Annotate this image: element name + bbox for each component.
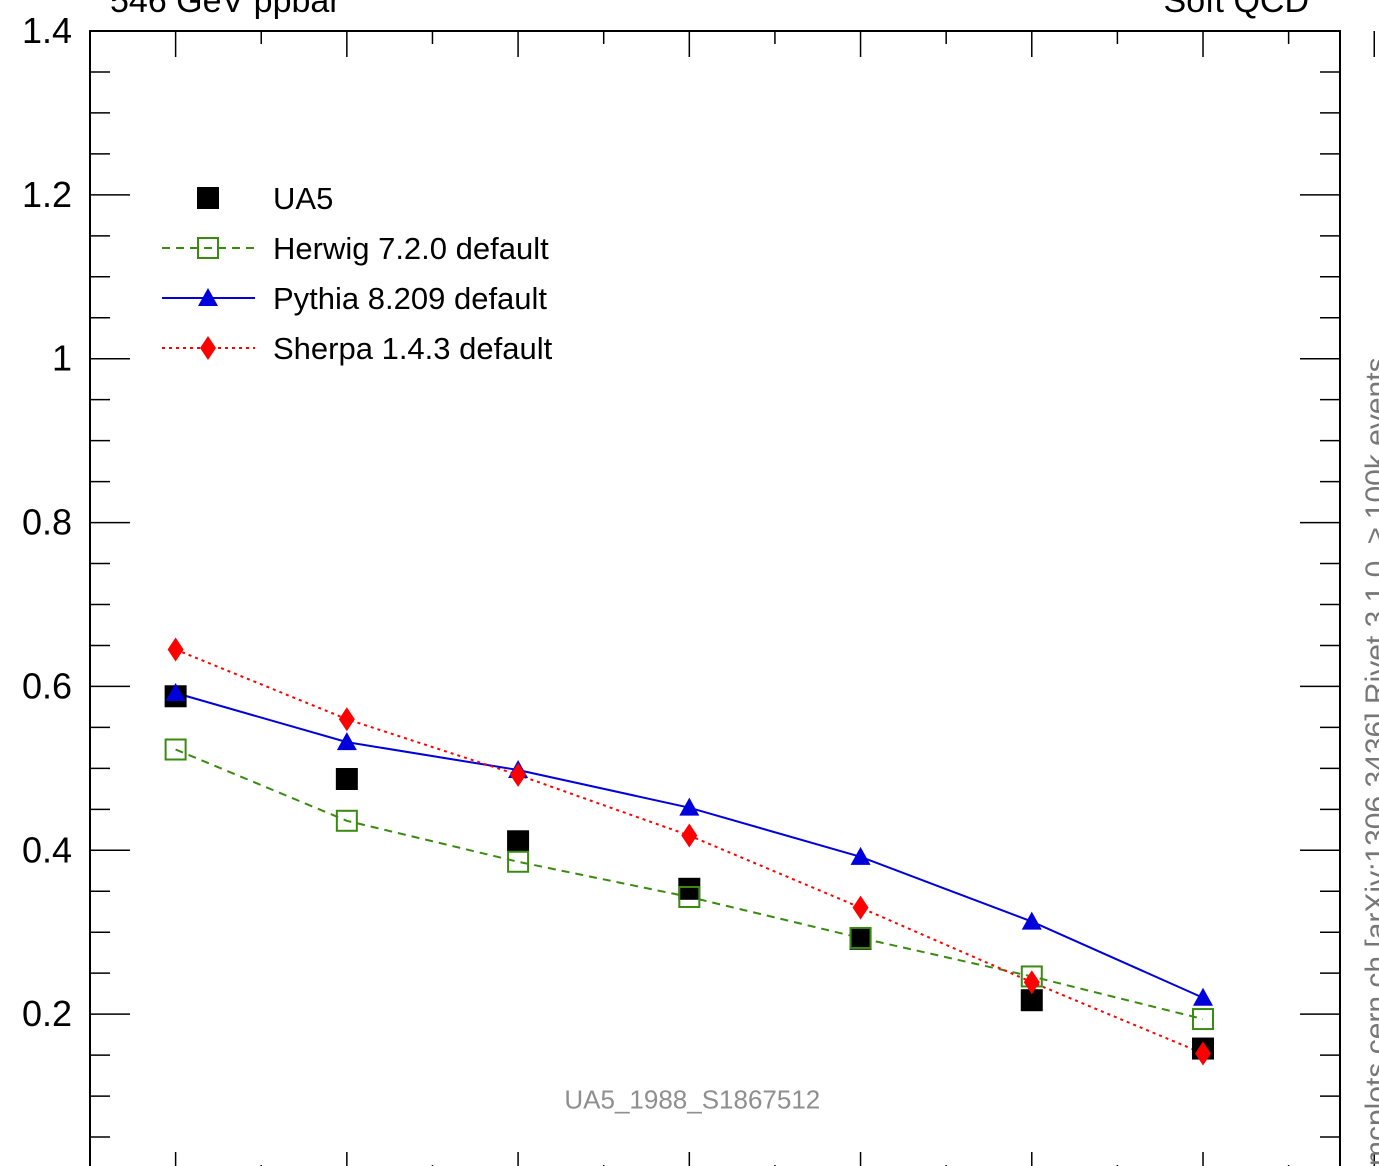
legend-marker-ua5 bbox=[197, 187, 219, 209]
ua5-point bbox=[335, 768, 358, 791]
ua5-point bbox=[1020, 989, 1043, 1012]
analysis-id-label: UA5_1988_S1867512 bbox=[564, 1084, 820, 1114]
herwig-point bbox=[1192, 1008, 1215, 1031]
y-tick-label: 0.4 bbox=[22, 829, 72, 870]
y-tick-label: 1.4 bbox=[22, 10, 72, 51]
herwig-point bbox=[507, 850, 530, 873]
herwig-point bbox=[849, 926, 872, 949]
sherpa-point bbox=[510, 762, 527, 787]
herwig-point bbox=[335, 809, 358, 832]
pythia-point bbox=[850, 846, 871, 865]
category-label: Soft QCD bbox=[1163, 0, 1309, 20]
legend-label-pythia: Pythia 8.209 default bbox=[273, 281, 547, 316]
herwig-point bbox=[164, 738, 187, 761]
pythia-point bbox=[1193, 987, 1214, 1006]
y-tick-label: 1 bbox=[52, 338, 72, 379]
pythia-point bbox=[336, 732, 357, 751]
legend-marker-pythia bbox=[198, 288, 218, 306]
ua5-point bbox=[507, 830, 530, 853]
legend-label-herwig: Herwig 7.2.0 default bbox=[273, 231, 549, 266]
legend-marker-sherpa bbox=[200, 336, 216, 360]
pythia-point bbox=[165, 682, 186, 701]
herwig-point bbox=[678, 885, 701, 908]
sherpa-point bbox=[338, 707, 355, 732]
energy-label: 546 GeV ppbar bbox=[110, 0, 341, 20]
y-tick-label: 0.8 bbox=[22, 502, 72, 543]
ua5-point bbox=[678, 877, 701, 900]
legend-marker-herwig bbox=[197, 237, 219, 259]
provenance-label: mcplots.cern.ch [arXiv:1306.3436] Rivet … bbox=[1360, 357, 1379, 1166]
y-tick-label: 0.6 bbox=[22, 665, 72, 706]
pythia-point bbox=[1021, 911, 1042, 930]
legend-label-ua5: UA5 bbox=[273, 181, 333, 216]
y-tick-label: 1.2 bbox=[22, 174, 72, 215]
legend-label-sherpa: Sherpa 1.4.3 default bbox=[273, 331, 553, 366]
y-tick-label: 0.2 bbox=[22, 993, 72, 1034]
sherpa-point bbox=[681, 823, 698, 848]
pythia-point bbox=[679, 797, 700, 816]
sherpa-series-line bbox=[175, 648, 1204, 1055]
ua5-point bbox=[849, 927, 872, 950]
sherpa-point bbox=[167, 637, 184, 662]
sherpa-point bbox=[1023, 970, 1040, 995]
sherpa-point bbox=[852, 895, 869, 920]
sherpa-point bbox=[1195, 1041, 1212, 1066]
